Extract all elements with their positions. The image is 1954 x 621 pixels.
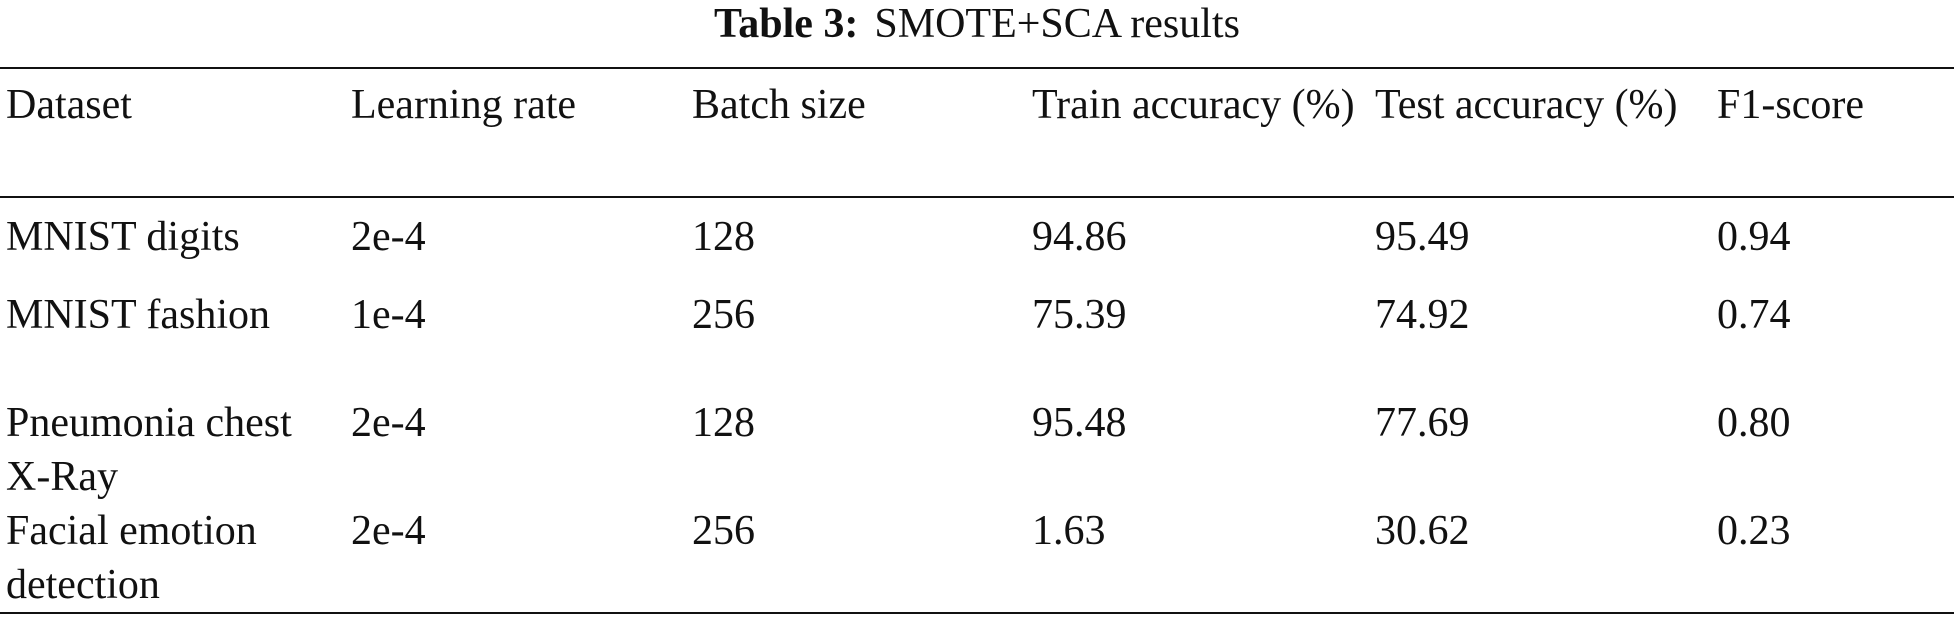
cell-learning-rate: 2e-4 bbox=[351, 400, 426, 446]
cell-train-accuracy: 75.39 bbox=[1032, 292, 1127, 338]
cell-batch-size: 128 bbox=[692, 214, 755, 260]
table-row: MNIST fashion 1e-4 256 75.39 74.92 0.74 bbox=[0, 288, 1954, 396]
table-row: MNIST digits 2e-4 128 94.86 95.49 0.94 bbox=[0, 196, 1954, 288]
header-f1-score: F1-score bbox=[1717, 82, 1864, 128]
table-caption-text: SMOTE+SCA results bbox=[874, 1, 1240, 47]
table-row: Facial emotion detection 2e-4 256 1.63 3… bbox=[0, 504, 1954, 612]
cell-learning-rate: 1e-4 bbox=[351, 292, 426, 338]
cell-learning-rate: 2e-4 bbox=[351, 508, 426, 554]
cell-dataset: MNIST digits bbox=[6, 214, 240, 260]
cell-test-accuracy: 30.62 bbox=[1375, 508, 1470, 554]
header-train-accuracy: Train accuracy (%) bbox=[1032, 82, 1355, 128]
header-learning-rate: Learning rate bbox=[351, 82, 577, 128]
header-batch-size: Batch size bbox=[692, 82, 866, 128]
cell-train-accuracy: 1.63 bbox=[1032, 508, 1106, 554]
header-dataset: Dataset bbox=[6, 82, 132, 128]
cell-test-accuracy: 77.69 bbox=[1375, 400, 1470, 446]
results-table: Dataset Learning rate Batch size Train a… bbox=[0, 69, 1954, 612]
cell-dataset: MNIST fashion bbox=[6, 292, 271, 338]
cell-test-accuracy: 74.92 bbox=[1375, 292, 1470, 338]
cell-train-accuracy: 95.48 bbox=[1032, 400, 1127, 446]
cell-batch-size: 256 bbox=[692, 508, 755, 554]
cell-learning-rate: 2e-4 bbox=[351, 214, 426, 260]
cell-f1-score: 0.23 bbox=[1717, 508, 1791, 554]
cell-dataset: Pneumonia chest X-Ray bbox=[6, 400, 292, 500]
header-rule bbox=[0, 196, 1954, 198]
cell-dataset: Facial emotion detection bbox=[6, 508, 257, 608]
cell-train-accuracy: 94.86 bbox=[1032, 214, 1127, 260]
cell-batch-size: 128 bbox=[692, 400, 755, 446]
cell-batch-size: 256 bbox=[692, 292, 755, 338]
cell-f1-score: 0.94 bbox=[1717, 214, 1791, 260]
top-rule bbox=[0, 67, 1954, 69]
table-row: Pneumonia chest X-Ray 2e-4 128 95.48 77.… bbox=[0, 396, 1954, 504]
bottom-rule bbox=[0, 612, 1954, 614]
header-row: Dataset Learning rate Batch size Train a… bbox=[0, 69, 1954, 196]
table-caption: Table 3: SMOTE+SCA results bbox=[0, 0, 1954, 60]
cell-test-accuracy: 95.49 bbox=[1375, 214, 1470, 260]
cell-f1-score: 0.80 bbox=[1717, 400, 1791, 446]
header-test-accuracy: Test accuracy (%) bbox=[1375, 82, 1678, 128]
cell-f1-score: 0.74 bbox=[1717, 292, 1791, 338]
table-caption-label: Table 3: bbox=[714, 1, 859, 47]
